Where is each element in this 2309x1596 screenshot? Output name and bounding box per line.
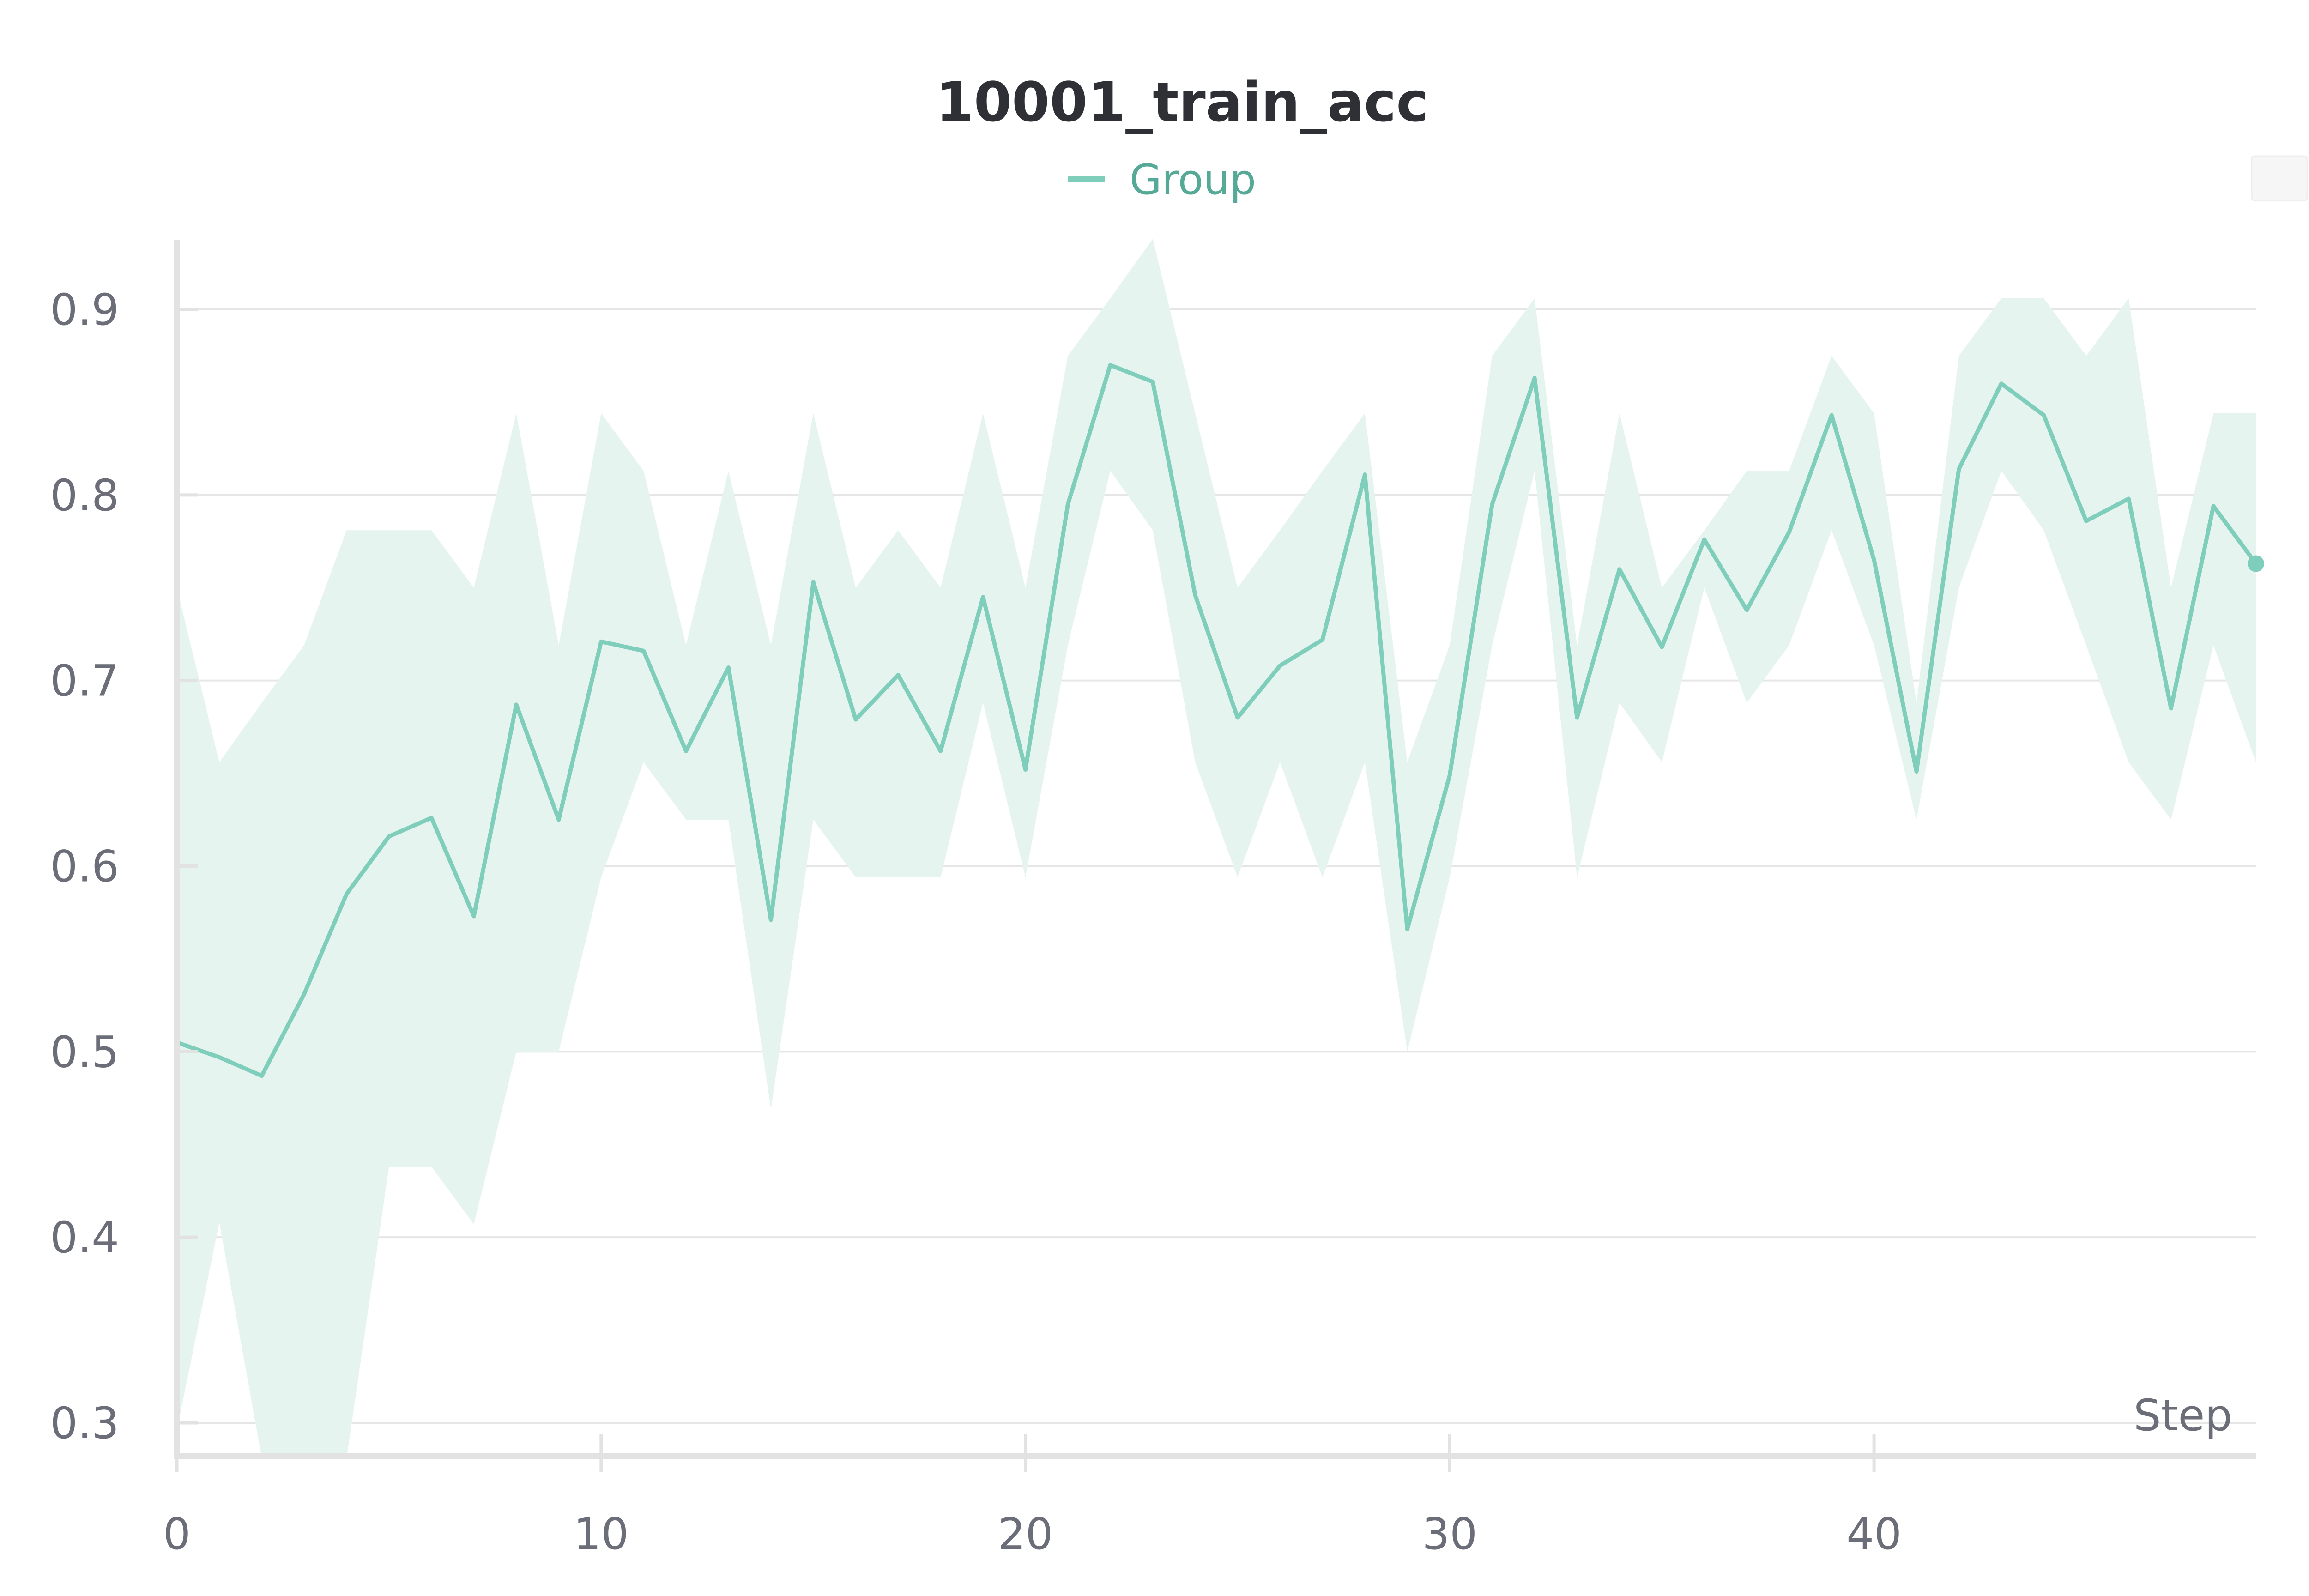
y-axis-ticks: 0.3 0.4 0.5 0.6 0.7 0.8 0.9	[50, 285, 198, 1449]
y-tick-label: 0.9	[50, 285, 120, 335]
series-end-marker[interactable]	[2248, 555, 2264, 572]
chart-corner-control[interactable]	[2251, 155, 2308, 201]
min-max-band-layer	[177, 239, 2256, 1458]
legend[interactable]: Group	[1068, 156, 1256, 204]
x-tick-label: 20	[998, 1509, 1053, 1560]
chart-title: 10001_train_acc	[936, 70, 1429, 134]
axes	[174, 240, 2256, 1459]
y-tick-label: 0.8	[50, 471, 120, 521]
y-tick-label: 0.5	[50, 1027, 120, 1077]
x-tick-label: 40	[1846, 1509, 1902, 1560]
series-band-0	[177, 239, 2256, 1458]
x-tick-label: 0	[163, 1509, 191, 1560]
x-axis-title: Step	[2134, 1390, 2232, 1441]
series-line-0[interactable]	[175, 363, 2258, 1078]
y-tick-label: 0.3	[50, 1398, 120, 1449]
y-tick-label: 0.7	[50, 656, 120, 707]
x-axis-ticks: 0 10 20 30 40	[163, 1434, 1902, 1560]
series-line-layer	[175, 363, 2264, 1078]
x-tick-label: 10	[574, 1509, 629, 1560]
y-tick-label: 0.4	[50, 1213, 120, 1263]
y-tick-label: 0.6	[50, 842, 120, 892]
legend-label-group: Group	[1130, 156, 1256, 204]
x-tick-label: 30	[1422, 1509, 1478, 1560]
